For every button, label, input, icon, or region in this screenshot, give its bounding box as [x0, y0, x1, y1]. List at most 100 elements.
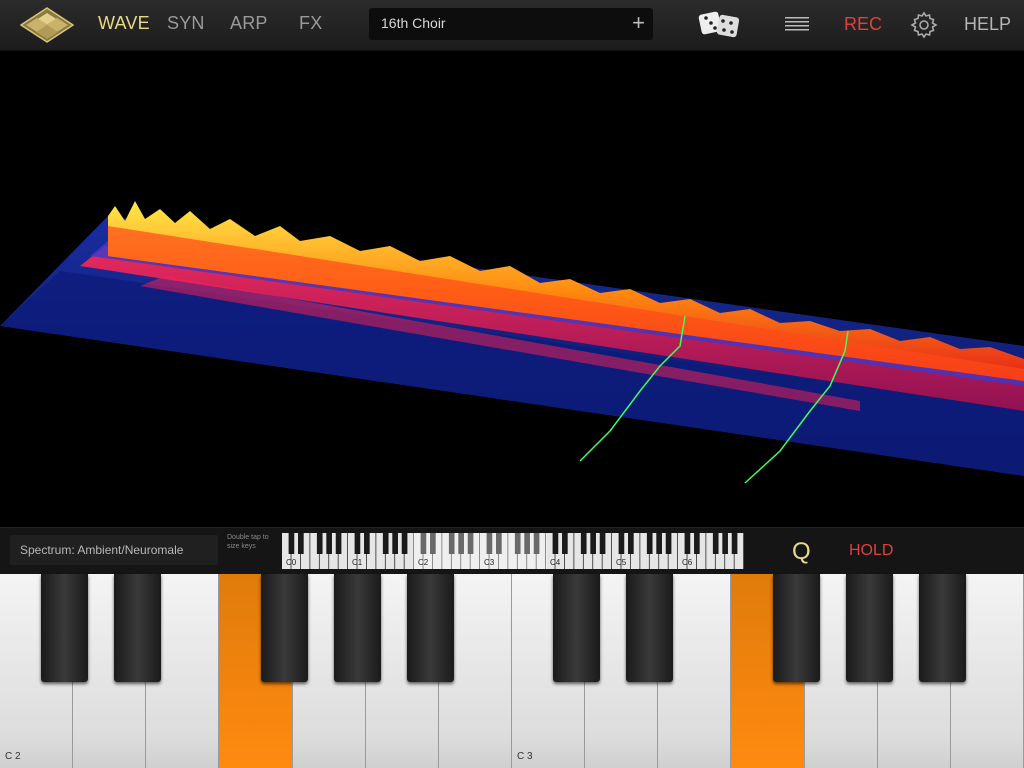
- black-key-d-sharp2[interactable]: [114, 574, 162, 682]
- help-button[interactable]: HELP: [964, 14, 1012, 34]
- mini-white-key[interactable]: [498, 533, 508, 569]
- mini-white-key[interactable]: [555, 533, 565, 569]
- mini-white-key[interactable]: [706, 533, 715, 569]
- mini-black-key[interactable]: [298, 533, 304, 554]
- mini-keyboard-range[interactable]: C0 C1 C2 C3 C4 C5 C6: [282, 533, 744, 569]
- mini-black-key[interactable]: [712, 533, 719, 554]
- mini-white-key[interactable]: [376, 533, 385, 569]
- mini-black-key[interactable]: [580, 533, 587, 554]
- mini-white-key[interactable]: [725, 533, 734, 569]
- preset-add-button[interactable]: +: [632, 10, 645, 35]
- mini-white-key[interactable]: [291, 533, 301, 569]
- mini-white-key[interactable]: [395, 533, 404, 569]
- mini-black-key[interactable]: [722, 533, 728, 554]
- preset-selector[interactable]: 16th Choir +: [369, 8, 653, 40]
- mini-black-key[interactable]: [618, 533, 625, 554]
- mini-white-key[interactable]: [508, 533, 517, 569]
- mini-black-key[interactable]: [354, 533, 361, 554]
- mini-white-key[interactable]: [649, 533, 659, 569]
- mini-black-key[interactable]: [694, 533, 700, 554]
- mini-black-key[interactable]: [467, 533, 474, 554]
- mini-black-key[interactable]: [684, 533, 691, 554]
- mini-white-key[interactable]: [319, 533, 329, 569]
- mini-black-key[interactable]: [430, 533, 436, 554]
- mini-white-key[interactable]: [564, 533, 574, 569]
- mini-white-key[interactable]: [602, 533, 612, 569]
- mini-white-key[interactable]: [546, 533, 555, 569]
- black-key-c-sharp3[interactable]: [553, 574, 601, 682]
- mini-white-key[interactable]: [329, 533, 338, 569]
- tab-fx[interactable]: FX: [299, 13, 323, 33]
- mini-white-key[interactable]: [574, 533, 583, 569]
- mini-black-key[interactable]: [288, 533, 295, 554]
- mini-black-key[interactable]: [665, 533, 672, 554]
- mini-white-key[interactable]: [442, 533, 451, 569]
- mini-white-key[interactable]: [517, 533, 527, 569]
- mini-white-key[interactable]: [300, 533, 310, 569]
- mini-white-key[interactable]: [310, 533, 319, 569]
- mini-white-key[interactable]: [480, 533, 489, 569]
- tab-syn[interactable]: SYN: [167, 13, 205, 33]
- mini-black-key[interactable]: [420, 533, 427, 554]
- mini-white-key[interactable]: [338, 533, 348, 569]
- mini-white-key[interactable]: [659, 533, 668, 569]
- mini-white-key[interactable]: [366, 533, 376, 569]
- mini-white-key[interactable]: [612, 533, 621, 569]
- mini-white-key[interactable]: [640, 533, 649, 569]
- quantize-button[interactable]: Q: [792, 538, 811, 565]
- mini-white-key[interactable]: [414, 533, 423, 569]
- rec-button[interactable]: REC: [844, 14, 883, 34]
- mini-black-key[interactable]: [316, 533, 323, 554]
- mini-white-key[interactable]: [687, 533, 697, 569]
- mini-black-key[interactable]: [599, 533, 606, 554]
- mini-black-key[interactable]: [335, 533, 342, 554]
- mini-white-key[interactable]: [385, 533, 395, 569]
- mini-black-key[interactable]: [656, 533, 662, 554]
- mini-white-key[interactable]: [489, 533, 499, 569]
- visible-range-highlight[interactable]: [413, 533, 547, 569]
- mini-white-key[interactable]: [357, 533, 367, 569]
- mini-white-key[interactable]: [470, 533, 480, 569]
- menu-lines-icon[interactable]: [785, 17, 809, 31]
- mini-white-key[interactable]: [583, 533, 593, 569]
- mini-white-key[interactable]: [696, 533, 706, 569]
- dice-randomize-icon[interactable]: [698, 9, 742, 39]
- mini-white-key[interactable]: [348, 533, 357, 569]
- mini-white-key[interactable]: [668, 533, 678, 569]
- mini-black-key[interactable]: [562, 533, 568, 554]
- black-key-f-sharp2[interactable]: [260, 574, 308, 682]
- mini-white-key[interactable]: [536, 533, 546, 569]
- piano-keyboard[interactable]: C 2 C 3: [0, 574, 1024, 768]
- mini-black-key[interactable]: [458, 533, 464, 554]
- mini-black-key[interactable]: [628, 533, 634, 554]
- tab-arp[interactable]: ARP: [230, 13, 268, 33]
- mini-black-key[interactable]: [731, 533, 738, 554]
- mini-white-key[interactable]: [423, 533, 433, 569]
- black-key-g-sharp2[interactable]: [333, 574, 381, 682]
- mini-white-key[interactable]: [593, 533, 602, 569]
- black-key-f-sharp3[interactable]: [772, 574, 820, 682]
- mini-black-key[interactable]: [552, 533, 559, 554]
- mini-white-key[interactable]: [432, 533, 442, 569]
- mini-white-key[interactable]: [404, 533, 414, 569]
- mini-white-key[interactable]: [621, 533, 631, 569]
- mini-black-key[interactable]: [514, 533, 521, 554]
- mini-white-key[interactable]: [451, 533, 461, 569]
- gear-icon[interactable]: [910, 11, 938, 39]
- mini-black-key[interactable]: [326, 533, 332, 554]
- mini-white-key[interactable]: [282, 533, 291, 569]
- mini-white-key[interactable]: [715, 533, 725, 569]
- mini-white-key[interactable]: [527, 533, 536, 569]
- mini-white-key[interactable]: [461, 533, 470, 569]
- mini-black-key[interactable]: [392, 533, 398, 554]
- black-key-a-sharp2[interactable]: [406, 574, 454, 682]
- mini-black-key[interactable]: [364, 533, 370, 554]
- mini-white-key[interactable]: [678, 533, 687, 569]
- black-key-g-sharp3[interactable]: [845, 574, 893, 682]
- app-logo-icon[interactable]: [20, 7, 74, 43]
- mini-black-key[interactable]: [448, 533, 455, 554]
- mini-white-key[interactable]: [734, 533, 744, 569]
- mini-black-key[interactable]: [401, 533, 408, 554]
- mini-black-key[interactable]: [646, 533, 653, 554]
- spectrum-selector[interactable]: Spectrum: Ambient/Neuromale: [10, 535, 218, 565]
